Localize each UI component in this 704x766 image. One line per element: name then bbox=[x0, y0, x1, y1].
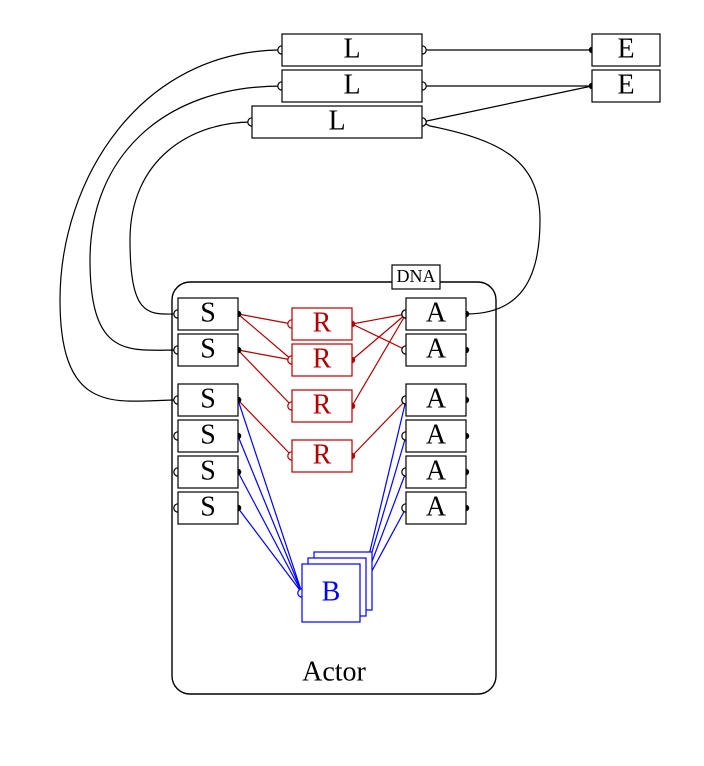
actor-label: Actor bbox=[302, 656, 366, 687]
node-label-A2: A bbox=[426, 333, 447, 364]
node-label-A5: A bbox=[426, 455, 447, 486]
node-label-S4: S bbox=[200, 419, 216, 450]
node-label-A3: A bbox=[426, 383, 447, 414]
stack-B: B bbox=[302, 552, 372, 622]
node-label-S1: S bbox=[200, 297, 216, 328]
node-label-L2: L bbox=[343, 69, 360, 100]
node-label-E2: E bbox=[617, 69, 634, 100]
node-label-A1: A bbox=[426, 297, 447, 328]
node-label-A6: A bbox=[426, 491, 447, 522]
node-label-R1: R bbox=[313, 307, 332, 338]
node-label-S5: S bbox=[200, 455, 216, 486]
node-label-S2: S bbox=[200, 333, 216, 364]
node-label-L1: L bbox=[343, 33, 360, 64]
node-label-S3: S bbox=[200, 383, 216, 414]
diagram-canvas: ActorDNALLLEESSSSSSRRRRAAAAAAB bbox=[0, 0, 704, 766]
node-label-R2: R bbox=[313, 343, 332, 374]
dna-label: DNA bbox=[397, 266, 436, 286]
stack-B-label: B bbox=[322, 576, 341, 607]
node-label-R4: R bbox=[313, 439, 332, 470]
node-label-S6: S bbox=[200, 491, 216, 522]
node-label-E1: E bbox=[617, 33, 634, 64]
node-label-R3: R bbox=[313, 389, 332, 420]
node-label-A4: A bbox=[426, 419, 447, 450]
node-label-L3: L bbox=[328, 105, 345, 136]
